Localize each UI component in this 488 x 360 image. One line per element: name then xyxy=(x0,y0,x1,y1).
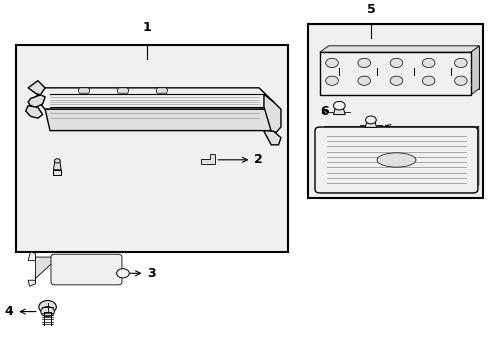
Polygon shape xyxy=(333,107,345,114)
FancyBboxPatch shape xyxy=(314,127,477,193)
Circle shape xyxy=(333,102,345,110)
Circle shape xyxy=(357,58,370,68)
Polygon shape xyxy=(35,257,55,282)
Polygon shape xyxy=(78,88,90,93)
Polygon shape xyxy=(45,102,278,131)
Polygon shape xyxy=(28,252,35,261)
Polygon shape xyxy=(201,154,215,165)
Text: 4: 4 xyxy=(5,305,36,318)
Polygon shape xyxy=(28,280,35,286)
Circle shape xyxy=(116,269,129,278)
Polygon shape xyxy=(319,46,478,52)
Ellipse shape xyxy=(376,153,415,167)
Polygon shape xyxy=(28,81,45,95)
Bar xyxy=(16,45,287,252)
Polygon shape xyxy=(117,88,128,93)
Circle shape xyxy=(422,76,434,85)
Circle shape xyxy=(357,76,370,85)
Bar xyxy=(53,170,61,175)
Polygon shape xyxy=(28,95,45,107)
Circle shape xyxy=(41,307,54,316)
Circle shape xyxy=(389,58,402,68)
Circle shape xyxy=(454,58,466,68)
Polygon shape xyxy=(328,46,478,89)
Polygon shape xyxy=(365,122,376,127)
Circle shape xyxy=(54,159,60,163)
Text: 3: 3 xyxy=(129,267,156,280)
Polygon shape xyxy=(469,46,478,95)
Polygon shape xyxy=(26,106,42,118)
Circle shape xyxy=(422,58,434,68)
Circle shape xyxy=(389,76,402,85)
Polygon shape xyxy=(53,161,61,170)
Text: 5: 5 xyxy=(366,3,374,16)
Polygon shape xyxy=(264,131,281,145)
Circle shape xyxy=(454,76,466,85)
Circle shape xyxy=(39,301,56,313)
Circle shape xyxy=(325,58,338,68)
Bar xyxy=(319,52,469,95)
Polygon shape xyxy=(35,88,273,109)
FancyBboxPatch shape xyxy=(51,254,122,285)
Polygon shape xyxy=(472,126,478,189)
Text: 6: 6 xyxy=(319,104,328,117)
Polygon shape xyxy=(264,94,281,132)
Circle shape xyxy=(365,116,375,124)
Bar xyxy=(307,24,482,198)
Text: 1: 1 xyxy=(142,21,151,34)
Polygon shape xyxy=(319,126,478,131)
Polygon shape xyxy=(156,88,167,93)
Circle shape xyxy=(325,76,338,85)
Text: 6: 6 xyxy=(385,125,423,142)
Text: 2: 2 xyxy=(218,153,263,166)
